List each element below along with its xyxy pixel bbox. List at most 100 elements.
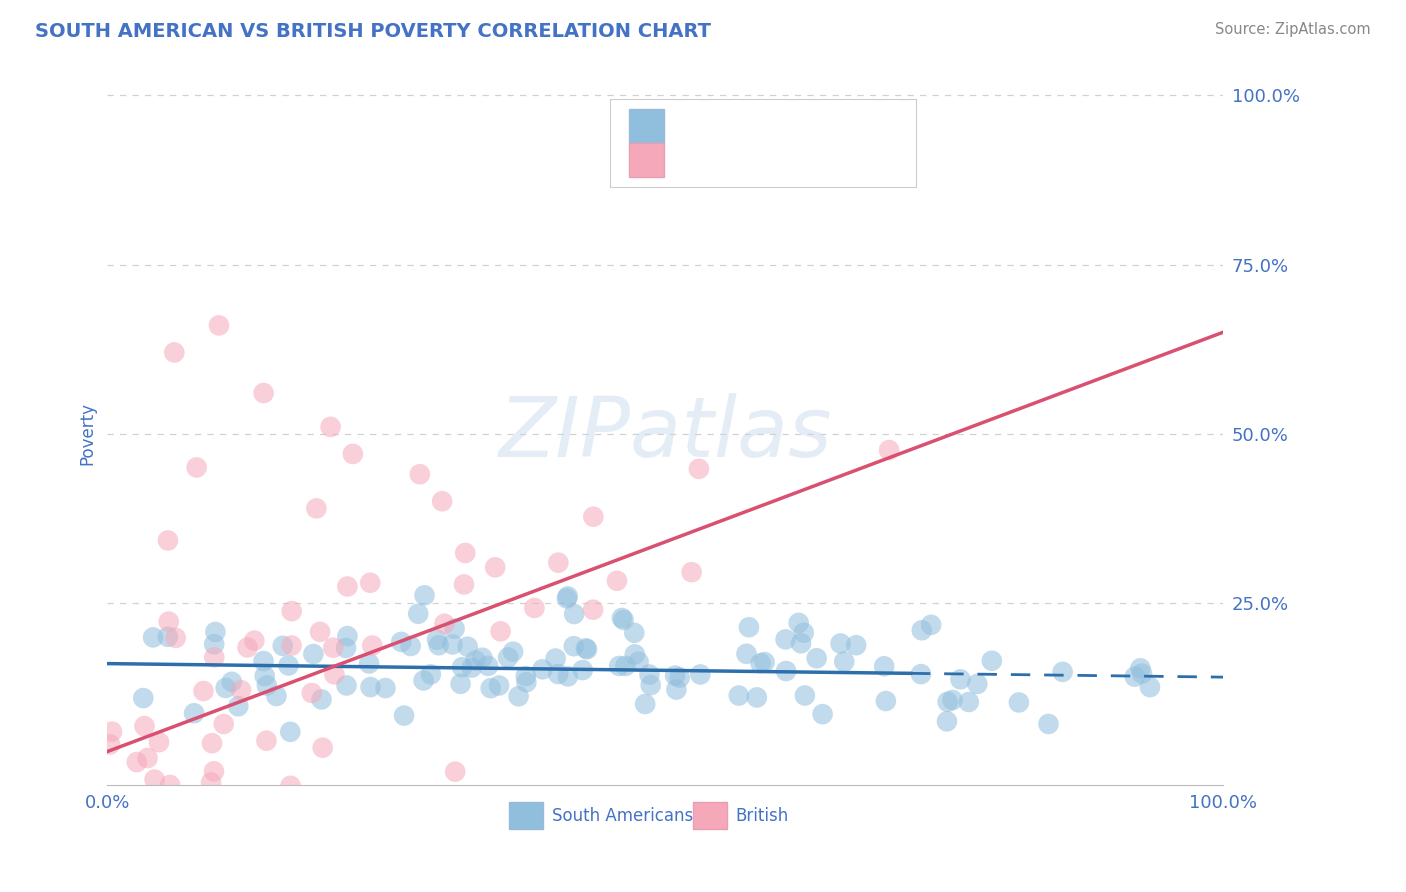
Point [322, 640, 344, 655]
Point [159, 778, 181, 792]
Point [1038, 717, 1060, 731]
Point [444, 764, 467, 779]
Point [547, 556, 569, 570]
Point [256, 733, 278, 747]
Point [155, 866, 177, 880]
Point [873, 659, 896, 673]
Point [136, 751, 159, 765]
Point [335, 640, 357, 655]
Point [980, 654, 1002, 668]
Point [544, 651, 567, 665]
Point [165, 631, 187, 645]
Point [832, 655, 855, 669]
Point [787, 615, 810, 630]
Text: ZIPatlas: ZIPatlas [499, 393, 832, 475]
Point [336, 580, 359, 594]
Point [607, 659, 630, 673]
Point [278, 724, 301, 739]
Point [359, 657, 381, 671]
Point [1052, 665, 1074, 679]
Point [163, 345, 186, 359]
Point [911, 624, 934, 638]
Point [204, 624, 226, 639]
Point [727, 689, 749, 703]
Point [266, 689, 288, 703]
Point [426, 632, 449, 647]
FancyBboxPatch shape [628, 110, 664, 143]
Point [664, 668, 686, 682]
Point [477, 658, 499, 673]
Point [359, 575, 381, 590]
Point [735, 647, 758, 661]
Point [949, 673, 972, 687]
Point [877, 443, 900, 458]
Point [582, 509, 605, 524]
Point [226, 699, 249, 714]
Point [451, 660, 474, 674]
Point [101, 724, 124, 739]
Point [319, 420, 342, 434]
Point [134, 789, 156, 804]
Point [132, 691, 155, 706]
Point [156, 533, 179, 548]
Point [688, 462, 710, 476]
Point [311, 740, 333, 755]
Point [214, 681, 236, 695]
Point [134, 719, 156, 733]
Point [441, 637, 464, 651]
Point [208, 318, 231, 333]
Point [342, 447, 364, 461]
Point [305, 501, 328, 516]
Point [745, 690, 768, 705]
Point [295, 789, 318, 804]
FancyBboxPatch shape [509, 802, 543, 829]
Point [531, 662, 554, 676]
Point [360, 680, 382, 694]
Point [202, 637, 225, 651]
Point [571, 663, 593, 677]
Point [457, 640, 479, 654]
Point [920, 618, 942, 632]
Point [419, 667, 441, 681]
Point [623, 625, 645, 640]
Point [775, 632, 797, 647]
Point [186, 460, 208, 475]
Point [229, 683, 252, 698]
Point [454, 546, 477, 560]
Point [941, 693, 963, 707]
Point [460, 660, 482, 674]
Point [562, 639, 585, 653]
Point [336, 629, 359, 643]
Point [430, 494, 453, 508]
Point [668, 671, 690, 685]
Point [1123, 670, 1146, 684]
Point [433, 616, 456, 631]
Point [148, 735, 170, 749]
Point [557, 669, 579, 683]
Point [624, 648, 647, 662]
Point [471, 650, 494, 665]
Point [406, 607, 429, 621]
Point [508, 690, 530, 704]
Point [793, 625, 815, 640]
Point [280, 639, 302, 653]
Point [252, 654, 274, 668]
Point [335, 678, 357, 692]
Point [845, 638, 868, 652]
Point [936, 714, 959, 729]
Point [689, 667, 711, 681]
Point [98, 738, 121, 752]
Point [389, 635, 412, 649]
Point [427, 638, 450, 652]
Point [1130, 666, 1153, 681]
Point [638, 667, 661, 681]
Point [323, 667, 346, 681]
FancyBboxPatch shape [628, 143, 664, 177]
Point [156, 630, 179, 644]
Point [634, 697, 657, 711]
Point [640, 678, 662, 692]
Point [614, 659, 637, 673]
Point [547, 667, 569, 681]
Point [562, 607, 585, 621]
Point [484, 560, 506, 574]
